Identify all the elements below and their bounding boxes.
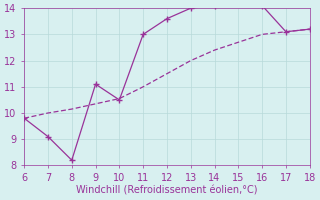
X-axis label: Windchill (Refroidissement éolien,°C): Windchill (Refroidissement éolien,°C): [76, 186, 258, 196]
